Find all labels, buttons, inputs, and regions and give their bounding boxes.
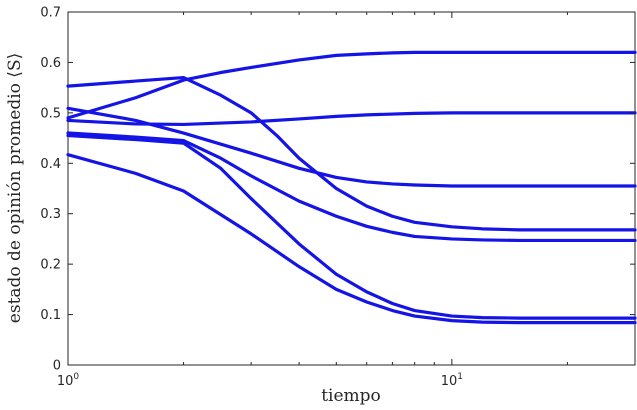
x-tick-label-exponent: 1: [457, 372, 463, 382]
series-layer: [66, 50, 637, 325]
y-tick-label: 0.1: [40, 308, 61, 323]
y-tick-label: 0: [53, 359, 61, 374]
x-tick-label: 101: [441, 372, 463, 389]
series-line-3: [66, 111, 637, 127]
x-tick-label-base: 10: [57, 374, 74, 389]
series-line-4: [66, 106, 637, 188]
x-tick-label: 100: [57, 372, 80, 389]
series-line-6: [66, 133, 637, 320]
y-tick-label: 0.6: [40, 56, 61, 71]
series-line-7: [66, 153, 637, 325]
series-line-2: [66, 75, 637, 232]
x-axis-title: tiempo: [321, 386, 381, 406]
y-tick-label: 0.7: [40, 6, 61, 21]
axes-box: [67, 11, 636, 366]
x-tick-label-base: 10: [441, 374, 458, 389]
x-tick-label-exponent: 0: [73, 372, 79, 382]
y-axis-title: estado de opinión promedio ⟨S⟩: [5, 53, 25, 323]
y-tick-label: 0.3: [40, 207, 61, 222]
series-line-5: [66, 131, 637, 243]
y-tick-label: 0.2: [40, 258, 61, 273]
y-tick-label: 0.4: [40, 157, 61, 172]
y-tick-label: 0.5: [40, 106, 61, 121]
